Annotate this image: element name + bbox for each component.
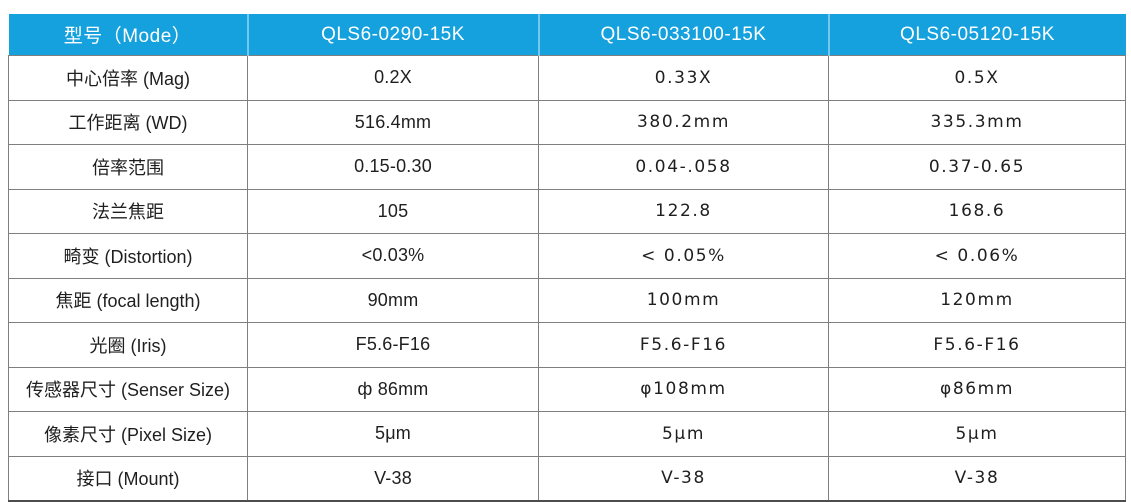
spec-cell: <0.03% — [247, 233, 539, 279]
column-header-model-1: QLS6-0290-15K — [247, 14, 540, 56]
spec-cell: 90mm — [247, 277, 539, 323]
row-label: 法兰焦距 — [8, 188, 248, 234]
table-row-mount: 接口 (Mount) V-38 V-38 V-38 — [8, 455, 1126, 502]
spec-cell: 516.4mm — [247, 99, 539, 145]
row-label-column-header: 型号（Mode） — [8, 14, 249, 56]
spec-cell: 122.8 — [538, 188, 829, 234]
row-label: 光圈 (Iris) — [8, 322, 248, 368]
spec-cell: 380.2mm — [538, 99, 829, 145]
spec-cell: 105 — [247, 188, 539, 234]
spec-cell: 0.2X — [247, 55, 539, 101]
table-row-working-distance: 工作距离 (WD) 516.4mm 380.2mm 335.3mm — [8, 99, 1126, 145]
table-row-pixel-size: 像素尺寸 (Pixel Size) 5μm 5μm 5μm — [8, 411, 1126, 457]
spec-cell: < 0.05% — [538, 233, 829, 279]
row-label: 接口 (Mount) — [8, 455, 248, 502]
row-label: 工作距离 (WD) — [8, 99, 248, 145]
row-label: 传感器尺寸 (Senser Size) — [8, 366, 248, 412]
row-label: 像素尺寸 (Pixel Size) — [8, 411, 248, 457]
spec-cell: 100mm — [538, 277, 829, 323]
spec-cell: φ108mm — [538, 366, 829, 412]
spec-cell: ф 86mm — [247, 366, 539, 412]
spec-cell: 0.37-0.65 — [828, 144, 1126, 190]
row-label: 倍率范围 — [8, 144, 248, 190]
column-header-model-2: QLS6-033100-15K — [538, 14, 830, 56]
table-row-distortion: 畸变 (Distortion) <0.03% < 0.05% < 0.06% — [8, 233, 1126, 279]
spec-cell: 5μm — [247, 411, 539, 457]
spec-cell: 5μm — [538, 411, 829, 457]
spec-cell: F5.6-F16 — [828, 322, 1126, 368]
spec-cell: 120mm — [828, 277, 1126, 323]
spec-cell: 5μm — [828, 411, 1126, 457]
table-row-focal-length: 焦距 (focal length) 90mm 100mm 120mm — [8, 277, 1126, 323]
spec-cell: 0.15-0.30 — [247, 144, 539, 190]
spec-table-header: 型号（Mode） QLS6-0290-15K QLS6-033100-15K Q… — [8, 14, 1126, 56]
spec-cell: < 0.06% — [828, 233, 1126, 279]
spec-table-body: 中心倍率 (Mag) 0.2X 0.33X 0.5X 工作距离 (WD) 516… — [8, 55, 1126, 502]
spec-cell: 0.5X — [828, 55, 1126, 101]
table-continuation-border — [8, 480, 9, 488]
spec-cell: V-38 — [828, 455, 1126, 502]
spec-cell: 168.6 — [828, 188, 1126, 234]
spec-cell: φ86mm — [828, 366, 1126, 412]
table-row-sensor-size: 传感器尺寸 (Senser Size) ф 86mm φ108mm φ86mm — [8, 366, 1126, 412]
column-header-model-3: QLS6-05120-15K — [828, 14, 1126, 56]
table-row-flange-distance: 法兰焦距 105 122.8 168.6 — [8, 188, 1126, 234]
row-label: 焦距 (focal length) — [8, 277, 248, 323]
spec-cell: 0.04-.058 — [538, 144, 829, 190]
row-label: 中心倍率 (Mag) — [8, 55, 248, 101]
spec-cell: 0.33X — [538, 55, 829, 101]
spec-cell: 335.3mm — [828, 99, 1126, 145]
table-row-iris: 光圈 (Iris) F5.6-F16 F5.6-F16 F5.6-F16 — [8, 322, 1126, 368]
header-row: 型号（Mode） QLS6-0290-15K QLS6-033100-15K Q… — [8, 14, 1126, 56]
spec-cell: F5.6-F16 — [538, 322, 829, 368]
spec-cell: V-38 — [538, 455, 829, 502]
table-row-mag-range: 倍率范围 0.15-0.30 0.04-.058 0.37-0.65 — [8, 144, 1126, 190]
spec-cell: F5.6-F16 — [247, 322, 539, 368]
lens-spec-table: 型号（Mode） QLS6-0290-15K QLS6-033100-15K Q… — [8, 14, 1126, 502]
row-label: 畸变 (Distortion) — [8, 233, 248, 279]
table-row-mag: 中心倍率 (Mag) 0.2X 0.33X 0.5X — [8, 55, 1126, 101]
spec-cell: V-38 — [247, 455, 539, 502]
